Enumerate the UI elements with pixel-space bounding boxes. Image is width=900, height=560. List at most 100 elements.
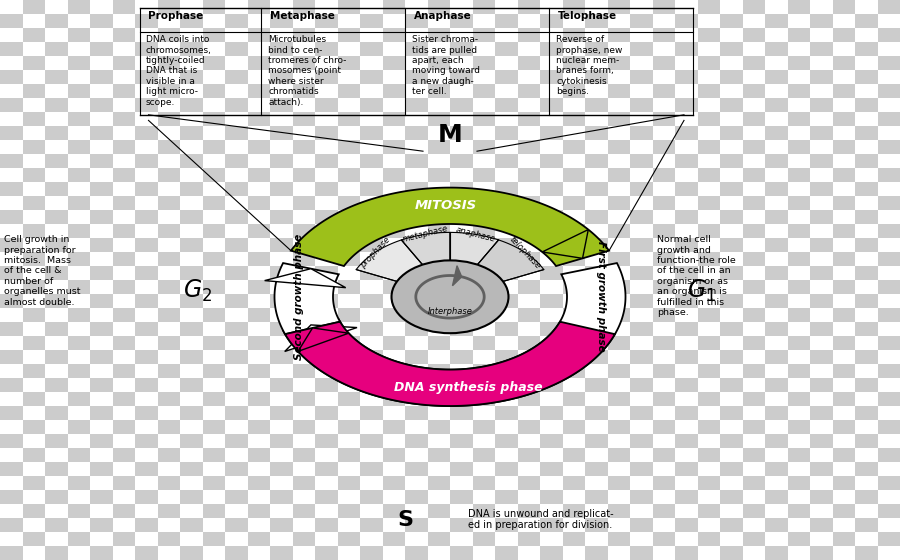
Bar xyxy=(675,266,698,280)
Bar xyxy=(788,476,810,490)
Bar xyxy=(832,252,855,266)
Bar xyxy=(765,518,788,532)
Bar xyxy=(698,294,720,308)
Bar xyxy=(788,112,810,126)
Bar xyxy=(540,392,562,406)
Bar xyxy=(360,168,382,182)
Bar xyxy=(652,294,675,308)
Bar xyxy=(68,462,90,476)
Bar xyxy=(450,84,472,98)
Bar xyxy=(675,56,698,70)
Bar xyxy=(135,546,158,560)
Bar xyxy=(518,140,540,154)
Bar xyxy=(652,378,675,392)
Bar xyxy=(180,490,202,504)
Bar xyxy=(202,280,225,294)
Bar xyxy=(112,518,135,532)
Bar xyxy=(585,210,608,224)
Bar xyxy=(652,546,675,560)
Bar xyxy=(495,434,518,448)
Bar xyxy=(720,140,742,154)
Bar xyxy=(270,56,292,70)
Bar xyxy=(878,322,900,336)
Bar xyxy=(810,238,832,252)
Bar xyxy=(810,420,832,434)
Bar xyxy=(158,252,180,266)
Bar xyxy=(495,140,518,154)
Bar xyxy=(112,56,135,70)
Bar xyxy=(225,238,248,252)
Bar xyxy=(270,490,292,504)
Bar xyxy=(0,0,22,14)
Bar xyxy=(518,42,540,56)
Bar xyxy=(810,168,832,182)
Bar xyxy=(698,140,720,154)
Bar xyxy=(405,196,428,210)
Bar xyxy=(562,28,585,42)
Bar xyxy=(338,434,360,448)
Bar xyxy=(315,98,338,112)
Bar xyxy=(450,98,472,112)
Bar xyxy=(720,98,742,112)
Bar xyxy=(742,490,765,504)
Bar xyxy=(518,98,540,112)
Bar xyxy=(720,504,742,518)
Bar xyxy=(202,14,225,28)
Bar xyxy=(248,294,270,308)
Bar xyxy=(608,266,630,280)
Bar xyxy=(720,392,742,406)
Bar xyxy=(292,322,315,336)
Bar xyxy=(180,378,202,392)
Bar xyxy=(22,476,45,490)
Bar xyxy=(765,42,788,56)
Bar xyxy=(68,196,90,210)
Bar xyxy=(788,154,810,168)
Bar xyxy=(315,532,338,546)
Bar xyxy=(428,406,450,420)
Bar xyxy=(45,28,68,42)
Bar xyxy=(22,14,45,28)
Bar xyxy=(360,14,382,28)
Text: First growth phase: First growth phase xyxy=(596,241,606,352)
Bar xyxy=(472,504,495,518)
Bar xyxy=(0,70,22,84)
Bar xyxy=(540,168,562,182)
Bar xyxy=(540,546,562,560)
Bar xyxy=(45,462,68,476)
Bar xyxy=(338,420,360,434)
Bar xyxy=(630,476,652,490)
Bar xyxy=(810,336,832,350)
Bar xyxy=(675,322,698,336)
Bar xyxy=(292,462,315,476)
Bar xyxy=(878,224,900,238)
Bar xyxy=(292,518,315,532)
Bar xyxy=(495,504,518,518)
Bar xyxy=(608,182,630,196)
Bar xyxy=(382,392,405,406)
Bar xyxy=(158,196,180,210)
Bar xyxy=(338,392,360,406)
Bar xyxy=(810,476,832,490)
Bar xyxy=(248,378,270,392)
Bar xyxy=(698,28,720,42)
Polygon shape xyxy=(450,232,499,297)
Bar xyxy=(270,294,292,308)
Bar xyxy=(158,154,180,168)
Bar xyxy=(675,70,698,84)
Bar xyxy=(360,378,382,392)
Bar xyxy=(90,420,112,434)
Bar xyxy=(0,98,22,112)
Bar xyxy=(45,434,68,448)
Bar xyxy=(428,140,450,154)
Bar xyxy=(338,98,360,112)
Bar xyxy=(832,0,855,14)
Bar xyxy=(202,126,225,140)
Bar xyxy=(630,350,652,364)
Bar xyxy=(270,266,292,280)
Bar xyxy=(135,0,158,14)
Bar xyxy=(742,420,765,434)
Bar xyxy=(788,238,810,252)
Bar xyxy=(68,490,90,504)
Bar xyxy=(315,0,338,14)
Bar xyxy=(472,476,495,490)
